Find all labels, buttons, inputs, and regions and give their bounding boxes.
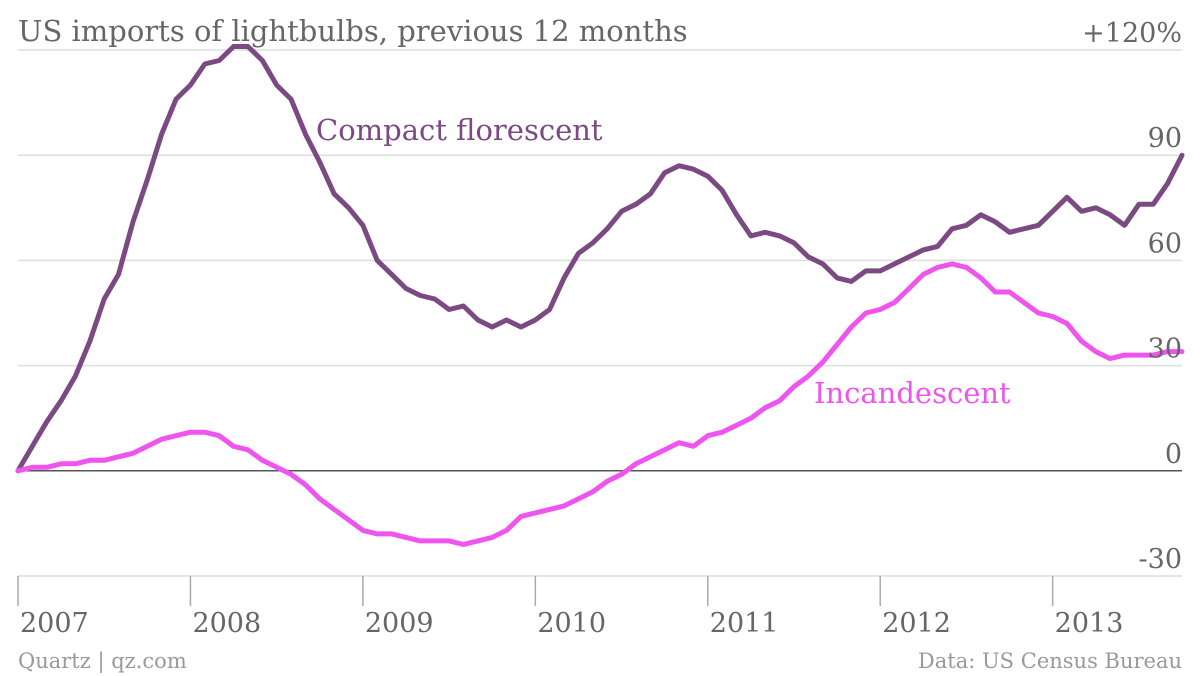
footer-source-right: Data: US Census Bureau: [918, 649, 1182, 673]
x-tick-label: 2007: [20, 608, 89, 639]
gridlines: [18, 49, 1182, 577]
x-axis-ticks: [17, 576, 1054, 606]
x-tick-label: 2013: [1055, 608, 1124, 639]
x-tick-label: 2008: [192, 608, 261, 639]
series-label-compact-florescent: Compact florescent: [316, 113, 603, 147]
y-tick-label: 60: [1148, 228, 1182, 259]
y-tick-label: +120%: [1082, 18, 1182, 49]
x-tick-label: 2012: [882, 608, 951, 639]
y-tick-label: 90: [1148, 123, 1182, 154]
footer-source-left: Quartz | qz.com: [18, 649, 187, 674]
x-tick-label: 2010: [537, 608, 606, 639]
chart-title: US imports of lightbulbs, previous 12 mo…: [18, 14, 688, 48]
series-lines: [15, 44, 1185, 547]
series-label-incandescent: Incandescent: [814, 376, 1011, 410]
y-tick-label: -30: [1139, 544, 1182, 575]
series-line-incandescent: [15, 261, 1185, 547]
x-tick-label: 2011: [710, 608, 779, 639]
series-line-compact-florescent: [15, 44, 1185, 474]
y-tick-label: 30: [1148, 334, 1182, 365]
y-tick-label: 0: [1165, 439, 1182, 470]
x-axis-labels: 2007 2008 2009 2010 2011 2012 2013: [20, 608, 1123, 639]
x-tick-label: 2009: [365, 608, 434, 639]
y-axis-labels: +120% 90 60 30 0 -30: [1082, 18, 1182, 575]
